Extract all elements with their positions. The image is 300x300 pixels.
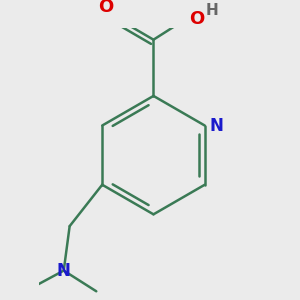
Text: N: N xyxy=(57,262,71,280)
Text: H: H xyxy=(206,3,218,18)
Text: N: N xyxy=(210,116,224,134)
Text: O: O xyxy=(98,0,114,16)
Text: O: O xyxy=(190,10,205,28)
